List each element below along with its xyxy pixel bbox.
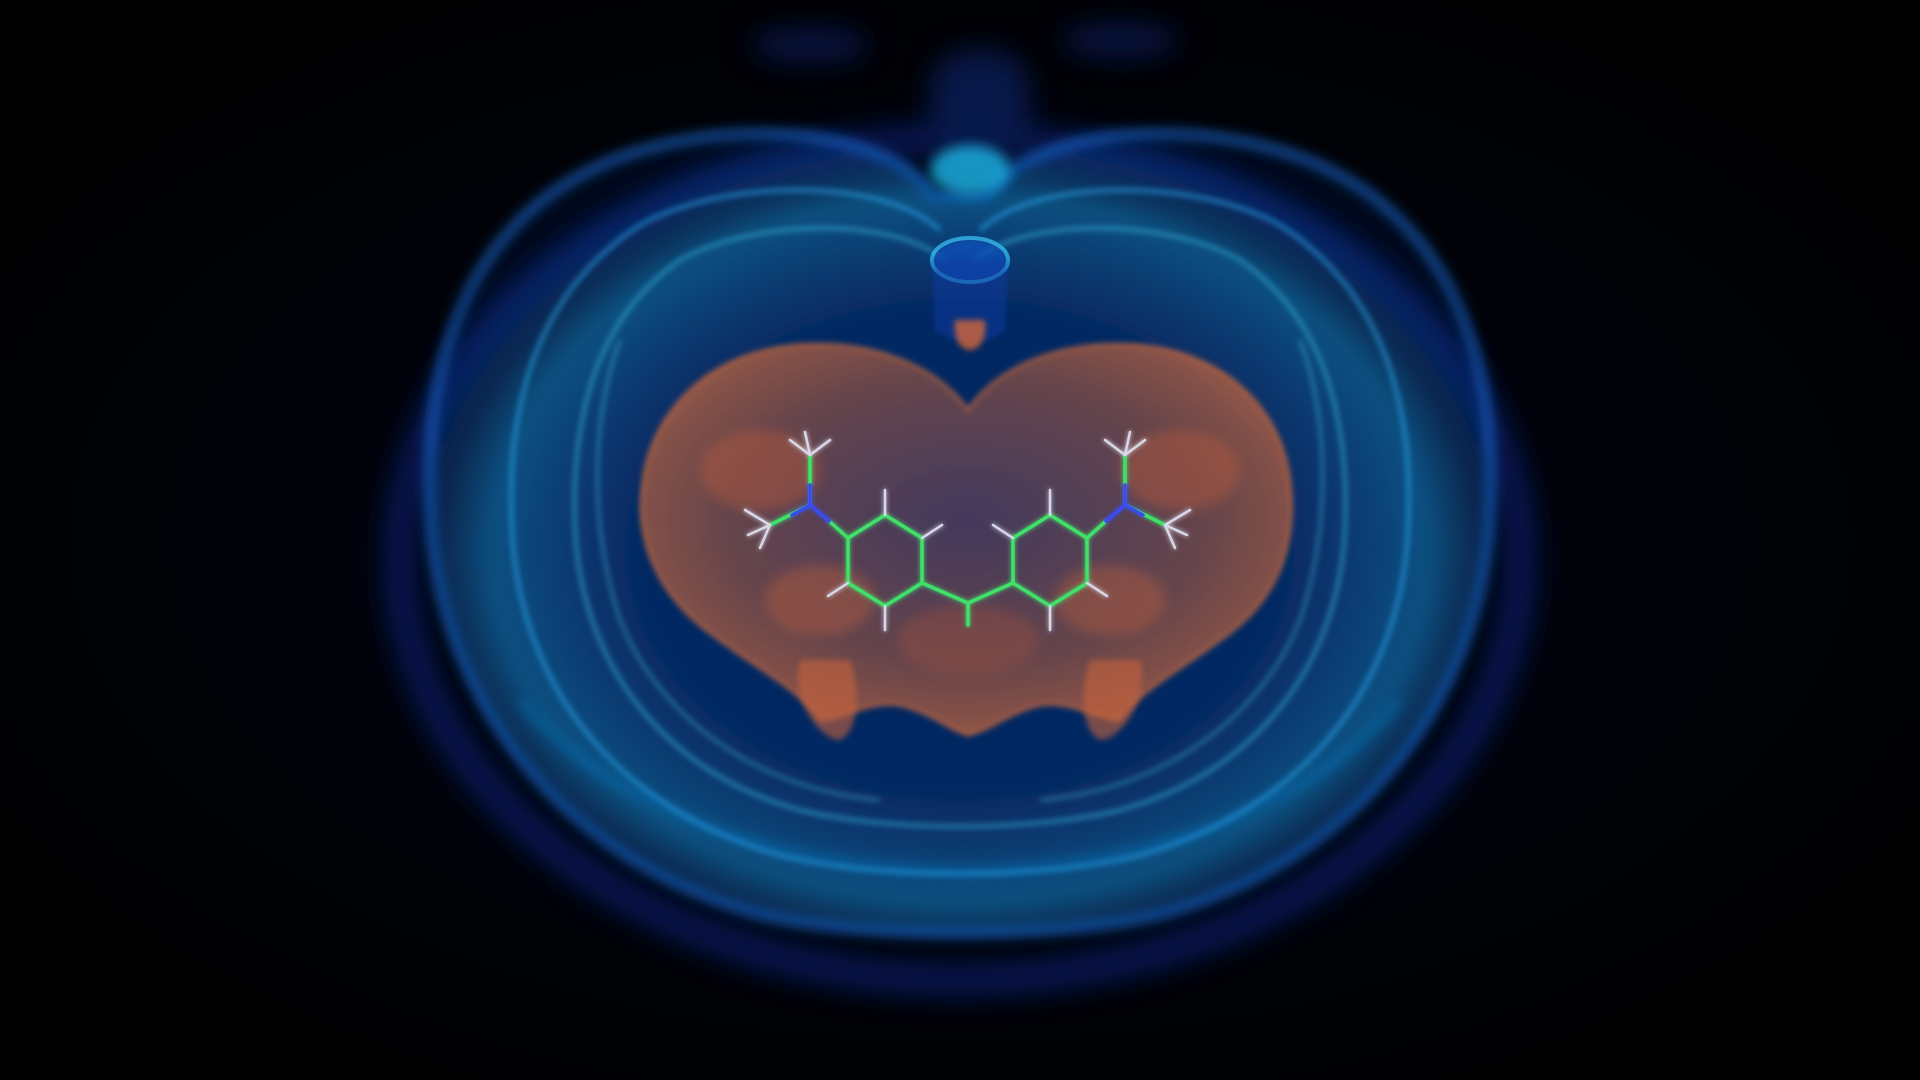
outer-haze (385, 22, 1535, 995)
midline-ventricles (930, 145, 1010, 350)
molecule-overlay (743, 430, 1192, 632)
